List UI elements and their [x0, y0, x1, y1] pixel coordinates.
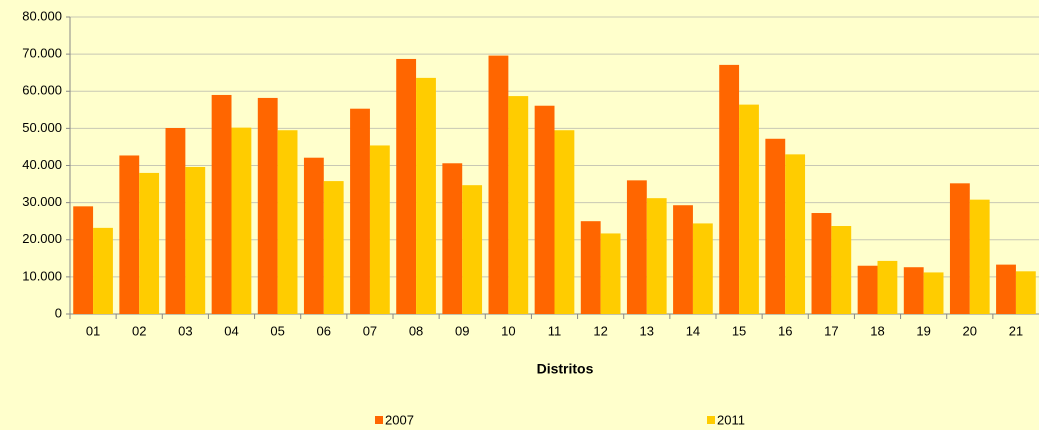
x-tick-label: 09: [455, 323, 469, 338]
x-tick-label: 04: [224, 323, 238, 338]
bar: [626, 180, 647, 314]
bar: [857, 265, 878, 314]
x-tick-label: 03: [178, 323, 192, 338]
legend-label: 2007: [385, 412, 414, 427]
y-tick-label: 30.000: [22, 194, 62, 209]
bar: [93, 227, 113, 314]
x-tick-label: 05: [270, 323, 284, 338]
bar: [488, 55, 509, 315]
x-tick-label: 02: [132, 323, 146, 338]
bar: [396, 58, 417, 314]
bar: [323, 181, 344, 314]
x-tick-label: 19: [916, 323, 930, 338]
x-tick-label: 06: [317, 323, 331, 338]
bar: [185, 166, 206, 314]
legend-label: 2011: [717, 412, 745, 427]
x-tick-label: 01: [86, 323, 100, 338]
bar: [646, 198, 667, 314]
bar: [923, 272, 944, 314]
bar: [165, 128, 186, 314]
y-tick-label: 20.000: [22, 231, 62, 246]
x-tick-label: 08: [409, 323, 423, 338]
x-tick-label: 16: [778, 323, 792, 338]
bar: [442, 163, 463, 314]
bar: [719, 64, 740, 314]
bar: [811, 213, 832, 314]
bar: [119, 155, 140, 314]
y-tick-label: 60.000: [22, 83, 62, 98]
legend-swatch: [707, 416, 715, 424]
x-tick-label: 13: [640, 323, 654, 338]
bar: [673, 205, 693, 314]
bar: [303, 157, 324, 314]
y-tick-label: 50.000: [22, 120, 62, 135]
x-tick-label: 12: [593, 323, 607, 338]
bar: [350, 108, 370, 314]
y-tick-label: 70.000: [22, 46, 62, 61]
bar: [831, 226, 852, 314]
x-tick-label: 10: [501, 323, 515, 338]
y-tick-label: 0: [55, 305, 62, 320]
bar: [554, 130, 575, 314]
bar: [508, 96, 529, 314]
x-tick-label: 14: [686, 323, 700, 338]
x-tick-label: 07: [363, 323, 377, 338]
x-tick-label: 18: [870, 323, 884, 338]
y-tick-label: 40.000: [22, 157, 62, 172]
bar: [369, 145, 390, 314]
bar: [969, 199, 990, 314]
x-tick-label: 15: [732, 323, 746, 338]
bar: [211, 94, 232, 315]
bar: [903, 267, 924, 314]
legend-swatch: [375, 416, 383, 424]
bar: [765, 138, 786, 314]
x-tick-label: 11: [548, 323, 562, 338]
bar: [877, 260, 898, 314]
bar: [534, 105, 555, 314]
bar: [1015, 271, 1036, 314]
x-tick-label: 17: [824, 323, 838, 338]
bar: [257, 97, 278, 315]
bar: [600, 233, 621, 314]
y-tick-label: 80.000: [22, 8, 62, 23]
y-tick-label: 10.000: [22, 268, 62, 283]
x-tick-label: 21: [1009, 323, 1023, 338]
bar: [139, 172, 160, 314]
bar: [277, 130, 298, 314]
bar: [231, 127, 252, 314]
bar: [462, 185, 483, 314]
bar: [739, 104, 759, 315]
bar: [692, 223, 713, 314]
bar: [996, 264, 1016, 314]
bar: [785, 154, 806, 314]
bar: [949, 183, 970, 314]
bar: [73, 206, 94, 314]
bar: [416, 77, 436, 314]
x-tick-label: 20: [963, 323, 977, 338]
x-axis-label: Distritos: [537, 361, 594, 377]
bar: [580, 221, 601, 314]
